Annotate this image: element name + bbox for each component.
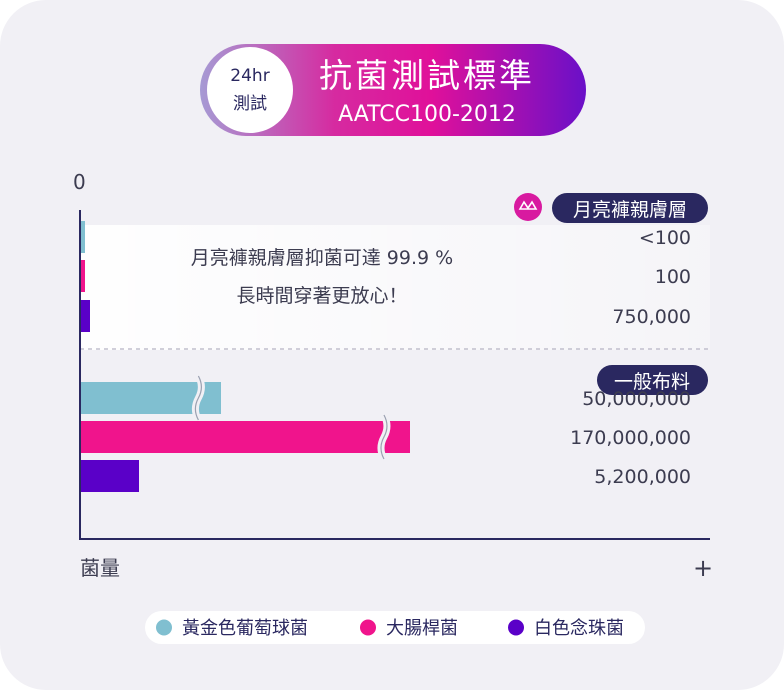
bar-regular-3	[81, 460, 139, 492]
axis-break-line	[380, 414, 388, 460]
product-group-pill	[552, 193, 708, 223]
legend-swatch	[508, 619, 524, 636]
bars-layer	[81, 221, 410, 492]
product-band	[80, 225, 710, 350]
bar-product-2	[81, 260, 85, 292]
bar-product-3	[81, 300, 90, 332]
callout-line2: 長時間穿著更放心！	[236, 285, 407, 307]
value-label: 170,000,000	[570, 427, 691, 449]
axis-ylabel: 菌量	[80, 556, 120, 580]
value-label: 750,000	[612, 306, 691, 328]
banner-subtitle: AATCC100-2012	[338, 102, 516, 127]
axis-break-line	[194, 375, 202, 421]
legend-label: 白色念珠菌	[534, 617, 624, 639]
legend-label: 大腸桿菌	[386, 618, 458, 639]
value-label: 100	[655, 266, 691, 288]
value-label: 5,200,000	[594, 466, 691, 488]
badge-hours: 24hr	[230, 66, 269, 86]
legend-swatch	[360, 619, 376, 636]
regular-group-label: 一般布料	[614, 371, 690, 393]
legend-items: 黃金色葡萄球菌 大腸桿菌 白色念珠菌	[156, 617, 624, 639]
axis-plus: +	[693, 554, 713, 582]
badge-circle	[207, 47, 293, 133]
legend-label: 黃金色葡萄球菌	[182, 618, 308, 639]
crown-icon	[518, 200, 538, 210]
value-labels-layer: <100 100 750,000 50,000,000 170,000,000 5,200…	[570, 227, 691, 488]
banner-title: 抗菌測試標準	[319, 56, 535, 95]
legend-swatch	[156, 619, 172, 636]
banner-pill	[200, 44, 586, 136]
badge-test: 測試	[233, 94, 267, 114]
bar-product-1	[81, 221, 85, 253]
regular-group-pill	[597, 365, 708, 395]
axis-zero: 0	[73, 170, 86, 194]
product-group-label: 月亮褲親膚層	[573, 199, 687, 221]
callout-line1: 月亮褲親膚層抑菌可達 99.9 %	[191, 247, 453, 269]
legend	[145, 611, 645, 644]
bar-regular-2	[81, 421, 410, 453]
value-label: 50,000,000	[582, 388, 691, 410]
value-label: <100	[639, 227, 691, 249]
